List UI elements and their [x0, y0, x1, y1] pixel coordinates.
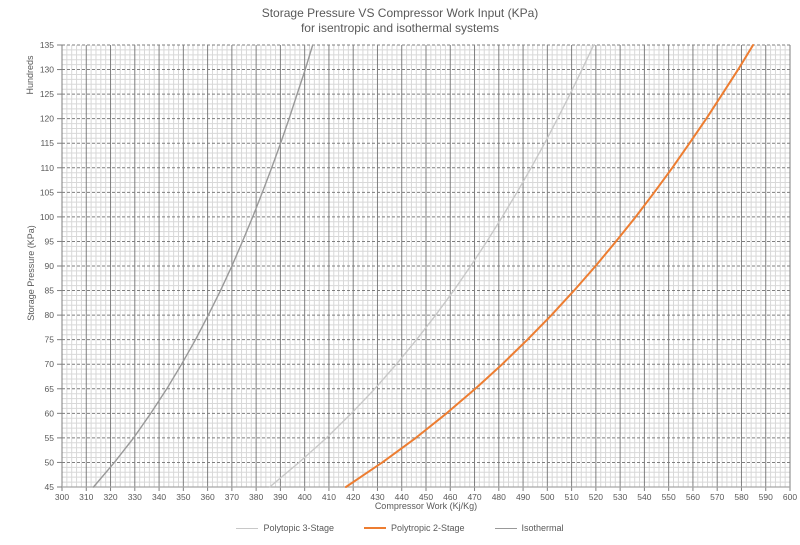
legend-line-swatch	[494, 527, 517, 529]
x-tick-label: 520	[589, 492, 603, 502]
x-tick-label: 540	[637, 492, 651, 502]
series-line-isothermal	[92, 44, 314, 488]
x-tick-label: 480	[492, 492, 506, 502]
chart-title: Storage Pressure VS Compressor Work Inpu…	[0, 6, 800, 36]
legend-line-swatch	[363, 527, 386, 529]
y-tick-label: 105	[40, 187, 54, 197]
major-gridlines	[57, 44, 791, 491]
legend-label: Polytropic 2-Stage	[390, 523, 465, 533]
x-tick-label: 530	[613, 492, 627, 502]
x-tick-label: 450	[419, 492, 433, 502]
x-tick-label: 370	[225, 492, 239, 502]
x-tick-label: 340	[152, 492, 166, 502]
x-tick-label: 490	[516, 492, 530, 502]
x-tick-label: 350	[176, 492, 190, 502]
x-tick-label: 420	[346, 492, 360, 502]
x-tick-label: 460	[443, 492, 457, 502]
legend-item-polytopic-3-stage: Polytopic 3-Stage	[236, 523, 334, 533]
chart-title-line2: for isentropic and isothermal systems	[300, 21, 500, 35]
y-tick-label: 65	[45, 384, 55, 394]
y-tick-label: 45	[45, 482, 55, 492]
y-tick-label: 75	[45, 335, 55, 345]
x-tick-label: 320	[103, 492, 117, 502]
x-tick-label: 310	[79, 492, 93, 502]
x-tick-label: 360	[201, 492, 215, 502]
x-tick-label: 430	[370, 492, 384, 502]
x-tick-label: 390	[273, 492, 287, 502]
x-tick-label: 440	[395, 492, 409, 502]
legend-item-polytropic-2-stage: Polytropic 2-Stage	[363, 523, 465, 533]
tick-labels: 300 310 320 330 340 350 360 370 380 390 400 410 420 4…	[40, 40, 798, 502]
x-tick-label: 570	[710, 492, 724, 502]
legend-line-swatch	[236, 527, 259, 529]
y-tick-label: 100	[40, 212, 54, 222]
x-tick-label: 510	[565, 492, 579, 502]
legend-item-isothermal: Isothermal	[494, 523, 564, 533]
y-tick-label: 120	[40, 114, 54, 124]
x-tick-label: 550	[662, 492, 676, 502]
y-tick-label: 85	[45, 286, 55, 296]
y-tick-label: 115	[40, 138, 54, 148]
y-tick-label: 50	[45, 457, 55, 467]
x-tick-label: 470	[467, 492, 481, 502]
legend-label: Polytopic 3-Stage	[263, 523, 334, 533]
y-tick-label: 80	[45, 310, 55, 320]
x-tick-label: 500	[540, 492, 554, 502]
y-tick-label: 125	[40, 89, 54, 99]
y-tick-label: 95	[45, 236, 55, 246]
x-tick-label: 580	[734, 492, 748, 502]
y-tick-label: 55	[45, 433, 55, 443]
y-tick-label: 130	[40, 65, 54, 75]
y-tick-label: 70	[45, 359, 55, 369]
y-tick-label: 110	[40, 163, 54, 173]
x-axis-title: Compressor Work (Kj/Kg)	[374, 501, 478, 511]
y-tick-label: 135	[40, 40, 54, 50]
x-tick-label: 330	[128, 492, 142, 502]
y-tick-label: 90	[45, 261, 55, 271]
x-tick-label: 400	[298, 492, 312, 502]
y-tick-label: 60	[45, 408, 55, 418]
x-tick-label: 590	[759, 492, 773, 502]
series-line-polytopic-3-stage	[269, 44, 595, 488]
x-tick-label: 410	[322, 492, 336, 502]
y-axis-title: Storage Pressure (KPa)	[26, 225, 36, 321]
legend-label: Isothermal	[521, 523, 564, 533]
y-axis-units-label: Hundreds	[25, 55, 35, 95]
chart-title-line1: Storage Pressure VS Compressor Work Inpu…	[261, 6, 539, 20]
x-tick-label: 380	[249, 492, 263, 502]
x-tick-label: 600	[783, 492, 797, 502]
x-tick-label: 560	[686, 492, 700, 502]
series-line-polytropic-2-stage	[344, 44, 755, 488]
legend: Polytopic 3-Stage Polytropic 2-Stage Isoth…	[0, 523, 800, 533]
x-tick-label: 300	[55, 492, 69, 502]
data-series	[92, 44, 755, 488]
